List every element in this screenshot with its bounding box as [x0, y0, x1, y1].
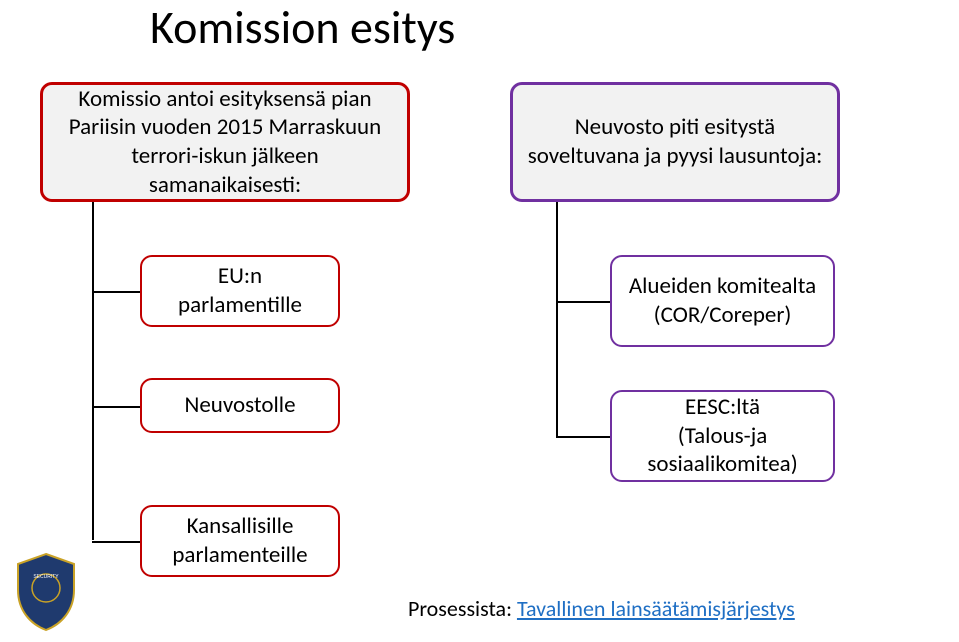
footer-text: Prosessista: Tavallinen lainsäätämisjärj… [408, 595, 795, 622]
left-top-text: Komissio antoi esityksensä pian Pariisin… [57, 85, 393, 200]
connector-segment [92, 406, 140, 408]
right-top-text: Neuvosto piti esitystä soveltuvana ja py… [527, 113, 823, 171]
page-title: Komission esitys [150, 0, 455, 56]
left-sub-box-3: Kansallisille parlamenteille [140, 505, 340, 577]
left-sub-box-1: EU:n parlamentille [140, 255, 340, 327]
right-sub2-text: EESC:ltä (Talous-ja sosiaalikomitea) [626, 393, 819, 479]
left-sub-box-2: Neuvostolle [140, 378, 340, 433]
left-sub1-text: EU:n parlamentille [156, 262, 324, 320]
svg-text:SECURITY: SECURITY [33, 574, 59, 580]
right-sub1-text: Alueiden komitealta (COR/Coreper) [626, 272, 819, 330]
left-sub2-text: Neuvostolle [184, 391, 295, 420]
connector-segment [92, 541, 140, 543]
connector-segment [556, 436, 610, 438]
logo-shield-icon: SECURITY [12, 552, 80, 632]
left-top-box: Komissio antoi esityksensä pian Pariisin… [40, 82, 410, 202]
footer-prefix: Prosessista: [408, 595, 517, 622]
connector-segment [92, 291, 140, 293]
connector-segment [556, 202, 558, 436]
connector-segment [556, 301, 610, 303]
left-sub3-text: Kansallisille parlamenteille [156, 512, 324, 570]
connector-segment [92, 202, 94, 540]
right-top-box: Neuvosto piti esitystä soveltuvana ja py… [510, 82, 840, 202]
footer-link[interactable]: Tavallinen lainsäätämisjärjestys [517, 595, 795, 622]
right-sub-box-2: EESC:ltä (Talous-ja sosiaalikomitea) [610, 390, 835, 482]
right-sub-box-1: Alueiden komitealta (COR/Coreper) [610, 255, 835, 347]
